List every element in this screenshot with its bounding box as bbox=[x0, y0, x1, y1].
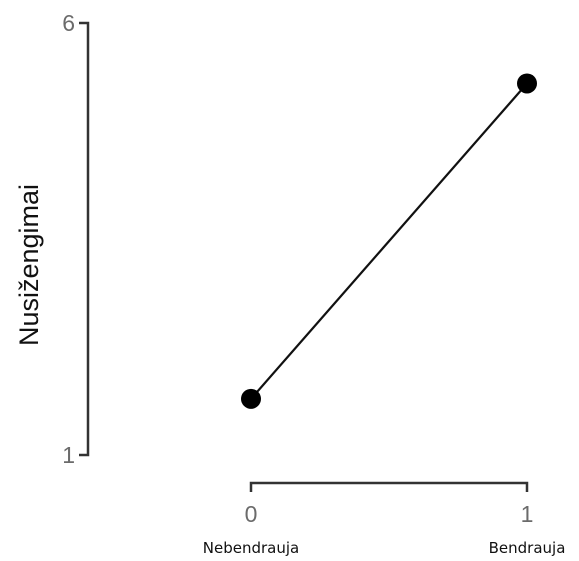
y-tick-label-top: 6 bbox=[62, 10, 75, 36]
x-tick-label-left: 0 bbox=[245, 501, 258, 527]
x-axis: 0 1 Nebendrauja Bendrauja bbox=[203, 481, 566, 557]
y-axis-line bbox=[79, 21, 90, 457]
x-category-label-right: Bendrauja bbox=[489, 539, 566, 557]
x-category-label-left: Nebendrauja bbox=[203, 539, 299, 557]
data-point-nebendrauja bbox=[241, 388, 261, 409]
data-point-bendrauja bbox=[517, 73, 537, 94]
x-tick-label-right: 1 bbox=[521, 501, 534, 527]
y-axis-title: Nusižengimai bbox=[14, 184, 44, 346]
y-tick-label-bottom: 1 bbox=[62, 442, 75, 468]
series-layer bbox=[241, 73, 537, 409]
series-line bbox=[250, 82, 528, 400]
x-axis-line bbox=[249, 481, 529, 492]
y-axis: 6 1 bbox=[62, 10, 90, 468]
